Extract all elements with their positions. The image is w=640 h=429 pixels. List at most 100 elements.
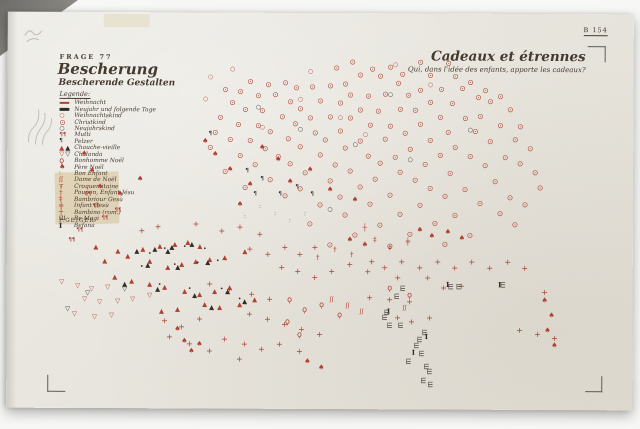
map-symbol-cr: + <box>486 263 494 273</box>
map-symbol-pn: ♠ <box>81 149 88 158</box>
map-symbol-mu: ¶¶ <box>76 227 84 234</box>
map-symbol-mu: ¶¶ <box>101 215 109 222</box>
map-symbol-ck: ⊙ <box>279 112 286 122</box>
map-symbol-ck: ⊙ <box>412 105 419 115</box>
map-symbol-cvR: ▲ <box>140 244 146 253</box>
map-symbol-cvR: ▲ <box>147 279 153 289</box>
map-symbol-cvR: ▲ <box>197 242 203 251</box>
map-symbol-ck: ⊙ <box>441 239 449 249</box>
map-symbol-ck: ⊙ <box>506 193 514 203</box>
map-symbol-ck: ⊙ <box>521 200 529 210</box>
map-symbol-cr: + <box>316 329 323 340</box>
map-symbol-cr: + <box>434 257 442 267</box>
map-symbol-pn: ♠ <box>444 228 452 237</box>
map-symbol-ck: ⊙ <box>357 70 364 80</box>
map-symbol-ck: ⊙ <box>347 113 354 123</box>
map-symbol-ck: ⊙ <box>438 84 445 94</box>
map-symbol-pn: ♠ <box>361 240 369 249</box>
map-symbol-ck: ⊙ <box>467 77 474 87</box>
map-symbol-ck: ⊙ <box>342 79 349 89</box>
map-symbol-mu: ¶¶ <box>84 191 92 198</box>
map-symbol-cvR: ▲ <box>112 272 118 281</box>
map-symbol-cr: + <box>424 273 432 283</box>
map-symbol-nk: ○ <box>387 91 394 99</box>
map-symbol-dot: • <box>139 263 144 271</box>
map-symbol-ck: ⊙ <box>375 106 382 116</box>
map-symbol-ck: ⊙ <box>342 143 349 153</box>
map-symbol-chR: ▽ <box>147 290 153 300</box>
map-symbol-cvR: ▲ <box>102 256 108 265</box>
map-symbol-ck: ⊙ <box>212 127 219 137</box>
map-symbol-cr: + <box>394 273 402 283</box>
map-symbol-ck: ⊙ <box>399 69 406 79</box>
map-symbol-ck: ⊙ <box>449 98 456 108</box>
map-symbol-ck: ⊙ <box>265 80 272 90</box>
map-symbol-cvR: ▲ <box>197 290 203 299</box>
map-symbol-cvB: ▲ <box>242 297 248 306</box>
map-symbol-cvR: ▲ <box>93 242 99 251</box>
map-symbol-cr: + <box>416 263 424 273</box>
map-symbol-pn: ♠ <box>202 136 209 146</box>
map-symbol-ck: ⊙ <box>293 83 300 93</box>
map-symbol-pn: ♠ <box>346 235 354 244</box>
map-symbol-wk: ○ <box>229 65 236 73</box>
map-symbol-bh: ϙ <box>387 283 393 293</box>
map-symbol-cr: + <box>246 309 253 319</box>
map-symbol-ck: ⊙ <box>536 183 544 193</box>
map-symbol-ck: ⊙ <box>431 218 439 228</box>
map-symbol-be: ∶ <box>274 210 276 218</box>
map-symbol-cr: + <box>426 313 433 323</box>
map-symbol-ck: ⊙ <box>367 120 374 130</box>
map-symbol-ck: ⊙ <box>417 119 424 129</box>
map-symbol-ck: ⊙ <box>386 190 394 200</box>
map-symbol-cr: + <box>296 249 304 259</box>
atlas-sheet: FRAGE 77 Bescherung Bescherende Gestalte… <box>6 11 634 411</box>
map-symbol-cvR: ▲ <box>157 242 163 251</box>
map-symbol-pz: ¶ <box>245 167 249 174</box>
map-symbol-pn: ♠ <box>212 150 219 159</box>
map-symbol-chR: ▽ <box>109 310 115 319</box>
map-symbol-chB: ▽ <box>122 284 128 293</box>
map-symbol-dot: • <box>219 285 224 293</box>
map-symbol-cr: + <box>294 266 302 276</box>
map-symbol-cr: + <box>248 289 256 299</box>
map-symbol-cr: + <box>266 294 273 304</box>
map-symbol-ck: ⊙ <box>366 199 374 209</box>
map-symbol-ck: ⊙ <box>365 151 372 161</box>
map-symbol-cr: + <box>346 260 354 270</box>
map-symbol-rm: Ш <box>404 358 412 365</box>
map-symbol-pn: ♠ <box>458 234 466 243</box>
map-symbol-rm: Ш <box>396 322 404 329</box>
map-symbol-pn: ♠ <box>275 155 282 164</box>
map-symbol-ck: ⊙ <box>472 126 479 136</box>
map-symbol-bf: I <box>424 331 429 341</box>
map-symbol-chR: ▽ <box>130 294 136 303</box>
map-symbol-cvR: ▲ <box>125 251 131 260</box>
map-symbol-rm: Ш <box>419 377 427 384</box>
map-symbol-be: ∶ <box>289 217 291 225</box>
map-symbol-ck: ⊙ <box>517 122 524 132</box>
map-symbol-cr: + <box>196 314 203 324</box>
map-symbol-cvB: ▲ <box>205 258 211 267</box>
map-symbol-dn: ʃʃ <box>329 296 334 304</box>
map-symbol-ck: ⊙ <box>467 151 474 161</box>
map-symbol-cr: + <box>381 263 389 273</box>
map-symbol-cvR: ▲ <box>217 303 223 312</box>
map-symbol-wk: ○ <box>307 67 314 75</box>
map-symbol-cvR: ▲ <box>162 283 168 292</box>
map-symbol-cr: + <box>281 242 289 252</box>
map-symbol-cr: + <box>296 346 303 356</box>
map-symbol-ck: ⊙ <box>407 144 414 154</box>
map-symbol-ck: ⊙ <box>227 134 234 144</box>
map-symbol-ck: ⊙ <box>326 240 334 250</box>
map-symbol-ck: ⊙ <box>387 121 394 131</box>
map-symbol-pn: ♠ <box>196 339 203 348</box>
map-symbol-bh: ϙ <box>337 310 343 320</box>
map-symbol-ck: ⊙ <box>333 63 340 73</box>
map-symbol-pz: ¶ <box>208 130 213 137</box>
map-symbol-ck: ⊙ <box>461 184 469 194</box>
map-symbol-chR: ▽ <box>105 282 111 291</box>
map-symbol-cvR: ▲ <box>202 300 208 309</box>
map-symbol-dot: • <box>172 261 177 269</box>
map-symbol-cvR: ▲ <box>182 287 188 296</box>
